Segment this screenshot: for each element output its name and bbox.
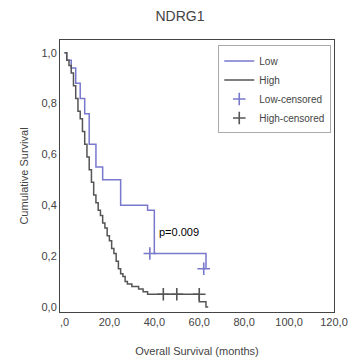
- svg-text:Overall Survival (months): Overall Survival (months): [135, 345, 258, 357]
- svg-text:1,0: 1,0: [42, 47, 57, 59]
- svg-text:,0: ,0: [60, 316, 69, 328]
- svg-text:0,0: 0,0: [42, 301, 57, 313]
- svg-text:NDRG1: NDRG1: [155, 8, 204, 24]
- svg-text:0,2: 0,2: [42, 250, 57, 262]
- svg-text:0,6: 0,6: [42, 148, 57, 160]
- svg-text:Cumulative Survival: Cumulative Survival: [18, 127, 30, 224]
- svg-text:Low-censored: Low-censored: [259, 94, 322, 105]
- svg-text:0,4: 0,4: [42, 199, 57, 211]
- svg-text:120,0: 120,0: [320, 316, 348, 328]
- svg-text:20,0: 20,0: [99, 316, 120, 328]
- svg-text:High-censored: High-censored: [259, 113, 324, 124]
- svg-text:60,0: 60,0: [189, 316, 210, 328]
- svg-text:High: High: [259, 75, 280, 86]
- svg-text:40,0: 40,0: [144, 316, 165, 328]
- svg-text:80,0: 80,0: [233, 316, 254, 328]
- svg-text:Low: Low: [259, 56, 278, 67]
- svg-text:p=0.009: p=0.009: [159, 226, 199, 238]
- svg-text:100,0: 100,0: [275, 316, 303, 328]
- svg-text:0,8: 0,8: [42, 97, 57, 109]
